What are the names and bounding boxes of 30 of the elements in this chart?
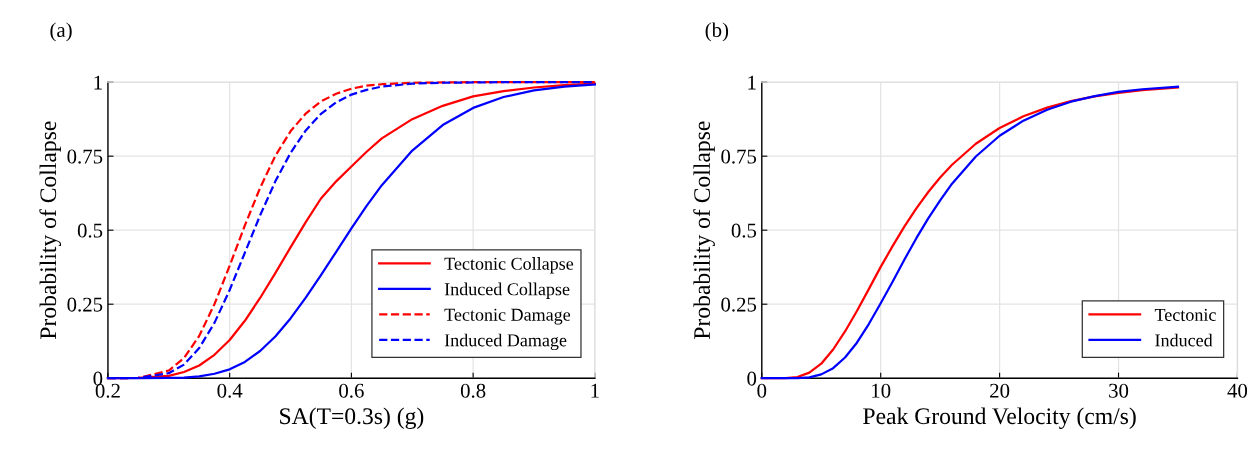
x-tick-label: 30 [1109, 383, 1129, 398]
x-axis-title: Peak Ground Velocity (cm/s) [863, 407, 1136, 429]
legend-label: Induced [1155, 333, 1213, 347]
x-tick-label: 10 [872, 383, 891, 398]
legend-label: Induced Damage [444, 333, 567, 351]
x-tick-label: 40 [1227, 383, 1248, 398]
x-axis-title: SA(T=0.3s) (g) [280, 407, 424, 429]
y-axis-title: Probability of Collapse [693, 121, 715, 340]
x-tick-label: 0.8 [460, 383, 486, 398]
y-tick-label: 0.25 [721, 297, 757, 312]
chart-title: (a) [50, 22, 72, 42]
y-tick-label: 1 [94, 75, 102, 90]
legend-label: Tectonic Damage [444, 308, 571, 325]
y-tick-label: 0.75 [67, 149, 103, 164]
y-tick-label: 1 [748, 75, 756, 90]
x-tick-label: 1 [591, 383, 599, 398]
y-tick-label: 0.5 [77, 223, 103, 238]
y-tick-label: 0.25 [67, 297, 103, 312]
x-tick-label: 0.6 [339, 383, 364, 398]
legend-label: Tectonic Collapse [444, 257, 574, 274]
y-tick-label: 0.75 [721, 149, 757, 164]
y-tick-label: 0 [747, 371, 757, 386]
legend-label: Induced Collapse [444, 282, 570, 299]
x-tick-label: 0 [757, 383, 767, 398]
legend-label: Tectonic [1154, 308, 1216, 321]
y-axis-title: Probability of Collapse [39, 121, 62, 340]
y-tick-label: 0.5 [731, 223, 757, 238]
x-tick-label: 20 [990, 383, 1010, 398]
x-tick-label: 0.4 [217, 383, 243, 398]
chart-title: (b) [705, 22, 729, 42]
